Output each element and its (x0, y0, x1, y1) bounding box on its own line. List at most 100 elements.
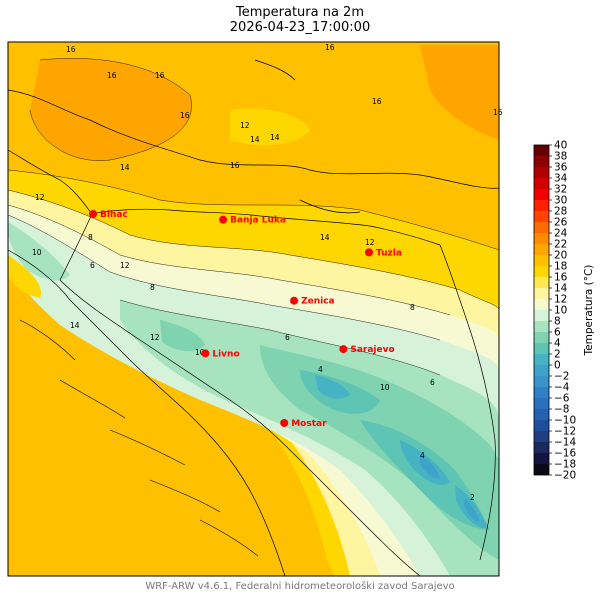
contour-label: 12 (35, 193, 45, 202)
colorbar-segment (534, 321, 549, 332)
colorbar-tick-label: 6 (554, 327, 561, 339)
contour-label: 8 (88, 233, 93, 242)
colorbar-segment (534, 354, 549, 365)
temperature-field-coast-strip (8, 255, 41, 298)
temperature-field-14-16-patch (230, 108, 310, 146)
islands (19, 319, 259, 557)
contour-label: 12 (240, 121, 250, 130)
city-marker (339, 345, 348, 354)
contour-label: 16 (325, 43, 335, 52)
colorbar-tick-label: 20 (554, 250, 567, 262)
colorbar-segment (534, 211, 549, 222)
colorbar-segment (534, 288, 549, 299)
colorbar-tick-label: 18 (554, 261, 567, 273)
contour-label: 16 (180, 111, 190, 120)
temperature-field-6-8 (120, 300, 499, 576)
colorbar-tick-label: 36 (554, 162, 568, 174)
colorbar-tick-label: −16 (554, 448, 576, 460)
contour-label: 12 (150, 333, 160, 342)
colorbar-tick-label: 28 (554, 206, 567, 218)
city-label: Tuzla (376, 248, 402, 258)
colorbar-tick-label: 10 (554, 305, 567, 317)
contour-label: 4 (318, 365, 323, 374)
colorbar-tick-label: 40 (554, 140, 567, 152)
city-marker (280, 419, 289, 427)
temperature-field-16-18-warm-patch (420, 45, 499, 140)
colorbar-tick-label: 0 (554, 360, 561, 372)
contour-label: 16 (155, 71, 165, 80)
colorbar-segment (534, 376, 549, 387)
city-marker (201, 349, 210, 358)
city-label: Mostar (291, 419, 327, 429)
temperature-field-adriatic-coast (8, 300, 335, 576)
city-label: Banja Luka (230, 216, 286, 226)
colorbar-tick-label: −6 (554, 393, 570, 405)
contour-label: 6 (90, 261, 95, 270)
contour-label: 10 (195, 348, 205, 357)
contour-label: 16 (493, 108, 503, 117)
colorbar: 4038363432302826242220181614121086420−2−… (533, 140, 595, 482)
footer-credit: WRF-ARW v4.6.1, Federalni hidrometeorolo… (145, 581, 455, 592)
colorbar-segment (534, 167, 549, 178)
colorbar-segment (534, 310, 549, 321)
colorbar-segment (534, 431, 549, 442)
city-label: Livno (212, 349, 239, 359)
colorbar-tick-label: 34 (554, 173, 568, 185)
colorbar-tick-label: −12 (554, 426, 576, 438)
colorbar-tick-label: −10 (554, 415, 576, 427)
colorbar-tick-label: 22 (554, 239, 567, 251)
contour-label: 16 (66, 45, 76, 54)
isotherm-lines (8, 58, 499, 376)
colorbar-segment (534, 332, 549, 343)
city-marker (89, 210, 97, 218)
contour-label: 14 (70, 321, 80, 330)
contour-label: 16 (230, 161, 240, 170)
colorbar-tick-label: −4 (554, 382, 570, 394)
colorbar-tick-label: 2 (554, 349, 561, 361)
colorbar-tick-label: −20 (554, 470, 576, 482)
colorbar-segment (534, 189, 549, 200)
colorbar-tick-label: 4 (554, 338, 561, 350)
temperature-field-4-6-patch (160, 320, 205, 352)
temperature-field-16-18-warm-patch (30, 58, 192, 161)
contour-label: 14 (320, 233, 330, 242)
colorbar-segment (534, 299, 549, 310)
colorbar-segment (534, 453, 549, 464)
contour-label: 8 (410, 303, 415, 312)
colorbar-segment (534, 178, 549, 189)
colorbar-segment (534, 365, 549, 376)
contour-label: 10 (380, 383, 390, 392)
contour-label: 14 (120, 163, 130, 172)
colorbar-tick-label: −8 (554, 404, 569, 416)
colorbar-segment (534, 398, 549, 409)
map-subtitle: 2026-04-23_17:00:00 (229, 20, 371, 35)
city-label: Bihać (100, 209, 128, 220)
colorbar-segment (534, 387, 549, 398)
temperature-field-0-2 (315, 375, 350, 399)
colorbar-segment (534, 420, 549, 431)
contour-label: 14 (270, 133, 280, 142)
contour-label: 12 (365, 238, 375, 247)
contour-label: 10 (32, 248, 42, 257)
city-label: Zenica (301, 297, 335, 307)
colorbar-segment (534, 277, 549, 288)
city-label: Sarajevo (350, 345, 394, 355)
colorbar-segment (534, 244, 549, 255)
colorbar-tick-label: 32 (554, 184, 567, 196)
colorbar-segment (534, 233, 549, 244)
contour-label: 12 (120, 261, 130, 270)
colorbar-segment (534, 222, 549, 233)
colorbar-label: Temperatura (°C) (583, 265, 595, 357)
contour-label: 8 (150, 283, 155, 292)
colorbar-tick-label: −2 (554, 371, 569, 383)
temperature-field-6-8-coastal (8, 222, 70, 281)
colorbar-segment (534, 464, 549, 475)
colorbar-tick-label: 24 (554, 228, 568, 240)
colorbar-tick-label: 30 (554, 195, 567, 207)
city-marker (365, 248, 373, 257)
colorbar-segment (534, 200, 549, 211)
contour-label: 16 (107, 71, 117, 80)
map-frame (7, 41, 500, 577)
